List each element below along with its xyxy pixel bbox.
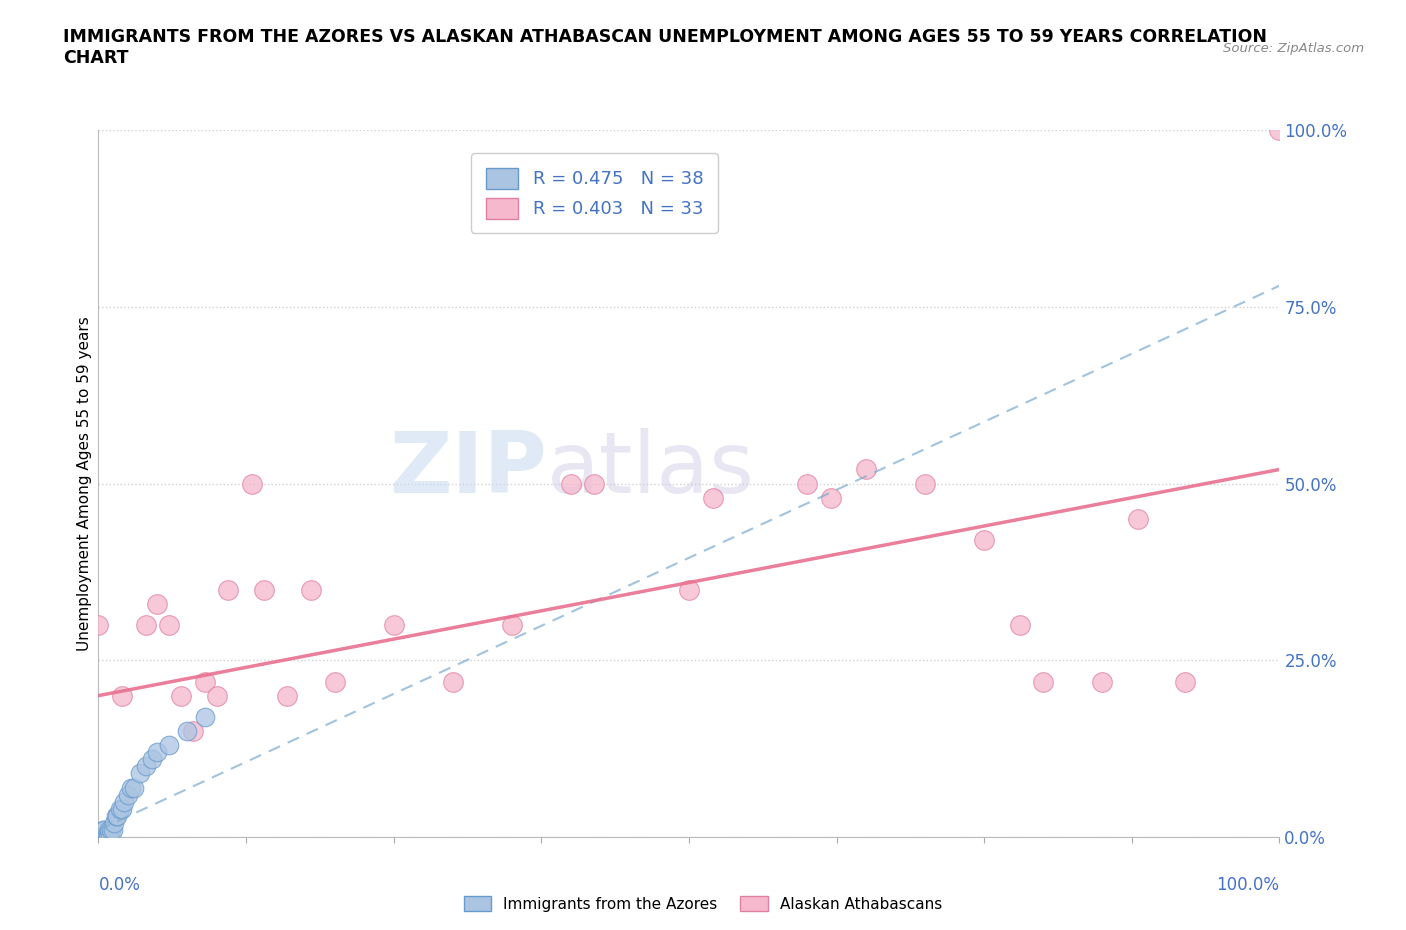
Point [121, 780, 143, 795]
Point [240, 476, 263, 491]
Point [91, 822, 114, 837]
Point [105, 808, 128, 823]
Point [1091, 674, 1114, 689]
Point [94, 830, 117, 844]
Legend: R = 0.475   N = 38, R = 0.403   N = 33: R = 0.475 N = 38, R = 0.403 N = 33 [471, 153, 717, 233]
Point [100, 822, 122, 837]
Text: IMMIGRANTS FROM THE AZORES VS ALASKAN ATHABASCAN UNEMPLOYMENT AMONG AGES 55 TO 5: IMMIGRANTS FROM THE AZORES VS ALASKAN AT… [63, 28, 1267, 67]
Point [101, 822, 124, 837]
Point [276, 688, 298, 703]
Point [87, 830, 110, 844]
Point [90, 830, 112, 844]
Point [146, 745, 169, 760]
Point [157, 737, 180, 752]
Point [90, 830, 112, 844]
Point [702, 490, 724, 505]
Point [91, 830, 114, 844]
Point [98, 830, 121, 844]
Point [146, 596, 169, 611]
Text: ZIP: ZIP [389, 428, 547, 511]
Point [217, 582, 239, 597]
Point [820, 490, 842, 505]
Point [157, 618, 180, 632]
Point [678, 582, 700, 597]
Point [501, 618, 523, 632]
Point [1268, 123, 1291, 138]
Point [141, 751, 163, 766]
Point [112, 794, 135, 809]
Point [205, 688, 228, 703]
Point [323, 674, 346, 689]
Point [93, 830, 115, 844]
Point [170, 688, 193, 703]
Point [128, 766, 150, 781]
Point [98, 822, 121, 837]
Point [1032, 674, 1054, 689]
Point [117, 787, 139, 802]
Point [1174, 674, 1197, 689]
Point [89, 830, 111, 844]
Point [914, 476, 936, 491]
Point [97, 830, 120, 844]
Text: Source: ZipAtlas.com: Source: ZipAtlas.com [1223, 42, 1364, 55]
Point [135, 759, 157, 774]
Point [135, 618, 157, 632]
Point [89, 830, 111, 844]
Text: 0.0%: 0.0% [98, 876, 141, 894]
Point [382, 618, 405, 632]
Point [87, 618, 110, 632]
Point [90, 830, 112, 844]
Point [108, 802, 131, 817]
Point [122, 780, 145, 795]
Point [253, 582, 276, 597]
Point [181, 724, 204, 738]
Point [93, 822, 115, 837]
Point [87, 830, 110, 844]
Point [89, 830, 111, 844]
Point [87, 830, 110, 844]
Point [855, 462, 877, 477]
Point [111, 802, 134, 817]
Point [103, 816, 125, 830]
Point [441, 674, 464, 689]
Point [796, 476, 818, 491]
Point [1008, 618, 1031, 632]
Point [299, 582, 322, 597]
Point [583, 476, 606, 491]
Legend: Immigrants from the Azores, Alaskan Athabascans: Immigrants from the Azores, Alaskan Atha… [457, 889, 949, 918]
Y-axis label: Unemployment Among Ages 55 to 59 years: Unemployment Among Ages 55 to 59 years [77, 316, 91, 651]
Point [194, 674, 217, 689]
Point [176, 724, 198, 738]
Point [91, 830, 114, 844]
Point [91, 830, 114, 844]
Point [194, 710, 217, 724]
Text: atlas: atlas [547, 428, 755, 511]
Point [96, 830, 118, 844]
Point [973, 533, 995, 548]
Point [105, 808, 128, 823]
Point [111, 688, 134, 703]
Point [560, 476, 582, 491]
Point [1126, 512, 1149, 526]
Text: 100.0%: 100.0% [1216, 876, 1279, 894]
